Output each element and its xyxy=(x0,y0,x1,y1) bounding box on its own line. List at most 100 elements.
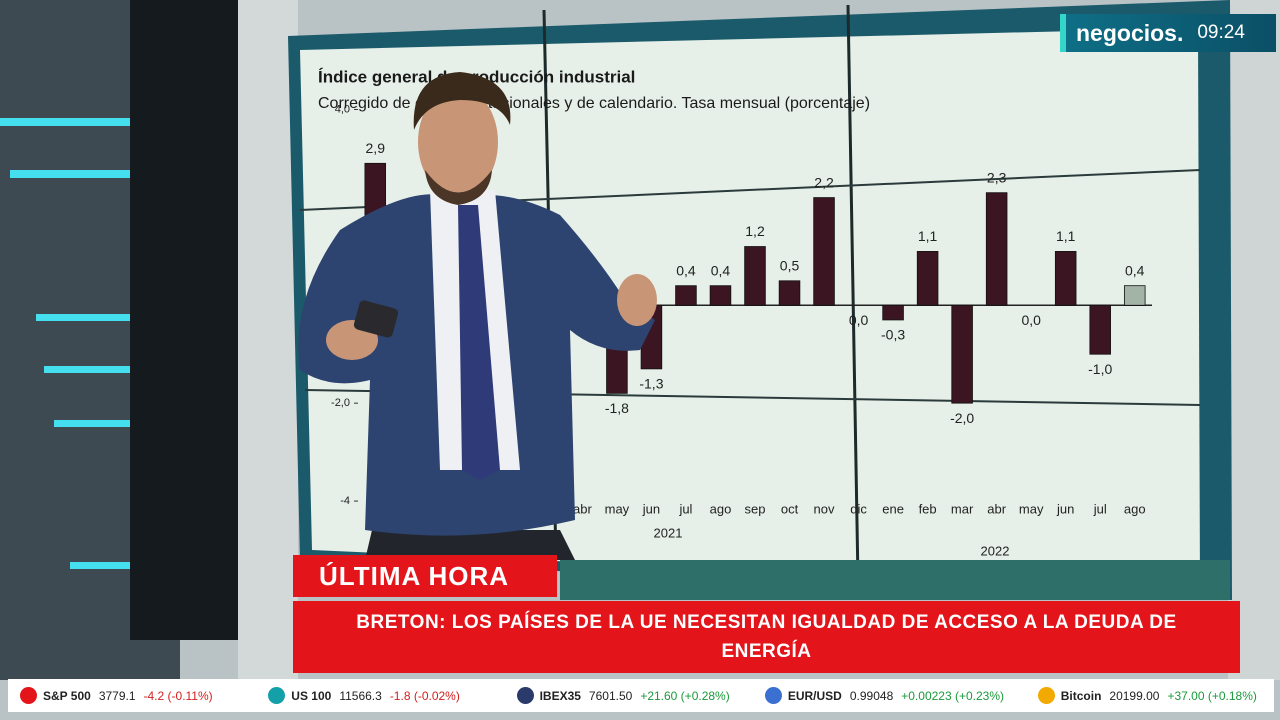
hair xyxy=(413,72,511,130)
value-label: 1,1 xyxy=(1056,228,1076,244)
face xyxy=(418,87,498,197)
light-strip xyxy=(0,118,172,126)
presenter xyxy=(298,72,657,560)
value-label: 0,4 xyxy=(711,262,731,278)
ticker: S&P 500 3779.1 -4.2 (-0.11%) US 100 11566.3… xyxy=(8,679,1274,712)
pillar xyxy=(130,0,238,640)
light-strip xyxy=(70,562,160,569)
ticker-value: 3779.1 xyxy=(98,688,136,703)
ticker-item: EUR/USD 0.99048 +0.00223 (+0.23%) xyxy=(764,687,1026,704)
x-tick-label: jul xyxy=(678,501,692,516)
clock: 09:24 xyxy=(1197,22,1245,43)
light-strip xyxy=(54,420,164,427)
ticker-item: US 100 11566.3 -1.8 (-0.02%) xyxy=(268,687,504,704)
year-label: 2021 xyxy=(654,525,683,540)
phone xyxy=(353,300,399,338)
beard xyxy=(425,170,492,205)
bar xyxy=(882,304,904,321)
value-label: 1,2 xyxy=(745,223,765,239)
x-tick-label: nov xyxy=(814,501,835,516)
value-label: 1,1 xyxy=(918,228,938,244)
ticker-item: Bitcoin 20199.00 +37.00 (+0.18%) xyxy=(1037,687,1274,704)
value-label: 0,0 xyxy=(849,312,869,328)
icon xyxy=(268,687,286,704)
ticker-item: IBEX35 7601.50 +21.60 (+0.28%) xyxy=(516,687,753,704)
ticker-change: +37.00 (+0.18%) xyxy=(1167,688,1257,703)
x-tick-label: ago xyxy=(1124,501,1146,516)
bar xyxy=(709,285,732,306)
ticker-value: 0.99048 xyxy=(849,688,894,703)
year-label: 2022 xyxy=(981,543,1010,558)
ticker-value: 11566.3 xyxy=(339,688,382,703)
bar xyxy=(916,251,939,306)
x-tick-label: jun xyxy=(1056,501,1074,516)
ticker-change: +0.00223 (+0.23%) xyxy=(901,688,1004,703)
x-tick-label: ago xyxy=(710,501,732,516)
value-label: 0,0 xyxy=(1021,312,1041,328)
ticker-change: +21.60 (+0.28%) xyxy=(640,688,730,703)
bar xyxy=(744,246,766,306)
icon xyxy=(764,687,782,704)
trousers xyxy=(365,530,575,560)
x-tick-label: mar xyxy=(951,501,974,516)
value-label: -1,3 xyxy=(639,376,663,392)
bar xyxy=(985,192,1008,306)
ticker-change: -4.2 (-0.11%) xyxy=(143,688,213,703)
y-tick-label: -4 xyxy=(340,495,350,507)
y-tick-label: -2,0 xyxy=(331,397,350,409)
value-label: 0,4 xyxy=(1125,262,1145,278)
light-strip xyxy=(36,314,166,321)
ticker-value: 7601.50 xyxy=(588,688,633,703)
bar xyxy=(1123,285,1146,306)
value-label: -1,8 xyxy=(605,400,629,416)
ticker-name: EUR/USD xyxy=(787,688,842,703)
x-tick-label: feb xyxy=(919,501,937,516)
ticker-value: 20199.00 xyxy=(1109,688,1160,703)
bar xyxy=(951,304,973,404)
icon xyxy=(516,687,534,704)
icon xyxy=(1037,687,1055,704)
x-tick-label: abr xyxy=(987,501,1006,516)
ticker-name: IBEX35 xyxy=(539,688,581,703)
x-tick-label: dic xyxy=(850,501,867,516)
x-tick-label: may xyxy=(1019,501,1044,516)
studio-panel xyxy=(1228,0,1280,680)
breaking-tag: ÚLTIMA HORA xyxy=(293,555,557,597)
value-label: 0,4 xyxy=(676,262,696,278)
y-tick-label: 4,0 xyxy=(335,103,350,115)
x-tick-label: oct xyxy=(781,501,799,516)
value-label: -2,0 xyxy=(950,410,974,426)
bar xyxy=(778,280,801,306)
x-tick-label: sep xyxy=(745,501,766,516)
value-label: 2,2 xyxy=(814,174,834,190)
bar xyxy=(675,285,697,306)
channel-name: negocios. xyxy=(1076,19,1184,46)
channel-logo: negocios. 09:24 xyxy=(1060,14,1276,52)
ticker-name: S&P 500 xyxy=(43,688,91,703)
bar xyxy=(1054,251,1077,306)
light-strip xyxy=(44,366,168,373)
x-tick-label: abr xyxy=(573,501,592,516)
chart-subtitle: Corregido de efectos estacionales y de c… xyxy=(318,95,870,112)
x-tick-label: jul xyxy=(1093,501,1107,516)
bar xyxy=(1089,304,1111,355)
value-label: 2,3 xyxy=(987,169,1007,185)
ticker-name: Bitcoin xyxy=(1060,688,1102,703)
ticker-item: S&P 500 3779.1 -4.2 (-0.11%) xyxy=(20,687,256,704)
value-label: -1,0 xyxy=(1088,361,1112,377)
value-label: 2,9 xyxy=(366,140,386,156)
value-label: -0,3 xyxy=(881,327,905,343)
ticker-change: -1.8 (-0.02%) xyxy=(389,688,460,703)
headline: BRETON: LOS PAÍSES DE LA UE NECESITAN IG… xyxy=(293,601,1240,673)
ticker-name: US 100 xyxy=(291,688,332,703)
screen-bottom xyxy=(560,560,1230,600)
x-tick-label: may xyxy=(605,501,630,516)
value-label: 0,5 xyxy=(780,257,800,273)
studio-panel xyxy=(238,0,298,680)
bar xyxy=(813,197,835,306)
icon xyxy=(20,687,37,704)
hand xyxy=(617,274,657,326)
x-tick-label: ene xyxy=(882,501,904,516)
